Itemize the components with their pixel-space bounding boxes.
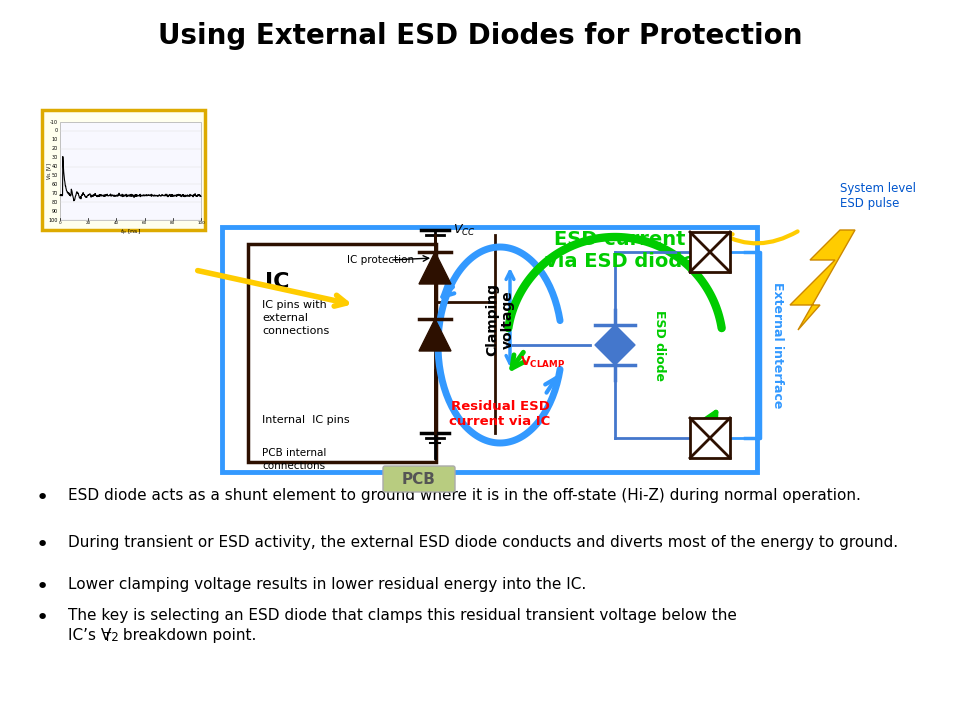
Text: $V_{EL}$ [V]: $V_{EL}$ [V]: [46, 162, 55, 180]
Text: Internal  IC pins: Internal IC pins: [262, 415, 349, 425]
Text: IC pins with
external
connections: IC pins with external connections: [262, 300, 329, 336]
Text: •: •: [36, 535, 49, 555]
Bar: [690, 232, 730, 272]
Text: The key is selecting an ESD diode that clamps this residual transient voltage be: The key is selecting an ESD diode that c…: [68, 608, 737, 623]
Text: Residual ESD
current via IC: Residual ESD current via IC: [449, 400, 551, 428]
Text: Using External ESD Diodes for Protection: Using External ESD Diodes for Protection: [157, 22, 803, 50]
Bar: [248, 244, 436, 462]
Text: PCB internal
connections: PCB internal connections: [262, 448, 326, 471]
Text: •: •: [36, 608, 49, 628]
Text: 0: 0: [59, 221, 61, 225]
Bar: [42, 110, 205, 230]
Text: 60: 60: [52, 182, 58, 187]
Text: 20: 20: [85, 221, 91, 225]
Text: $t_p$ [ns]: $t_p$ [ns]: [119, 228, 140, 238]
Text: •: •: [36, 577, 49, 597]
Polygon shape: [595, 325, 635, 345]
Text: -10: -10: [50, 120, 58, 125]
Text: $V_{CC}$: $V_{CC}$: [453, 222, 476, 238]
Text: IC: IC: [265, 272, 290, 292]
Text: 30: 30: [52, 155, 58, 160]
Polygon shape: [419, 252, 451, 284]
Bar: [60, 122, 201, 220]
Text: Clamping
voltage: Clamping voltage: [485, 284, 516, 356]
Bar: [690, 418, 730, 458]
Polygon shape: [595, 345, 635, 365]
Text: 10: 10: [52, 138, 58, 143]
Text: 80: 80: [170, 221, 176, 225]
Text: 100: 100: [49, 217, 58, 222]
Text: 70: 70: [52, 191, 58, 196]
Text: 40: 40: [52, 164, 58, 169]
Text: External interface: External interface: [772, 282, 784, 408]
Text: ESD diode: ESD diode: [654, 310, 666, 380]
Text: 90: 90: [52, 209, 58, 214]
Text: 20: 20: [52, 146, 58, 151]
Text: 60: 60: [142, 221, 147, 225]
Text: 50: 50: [52, 173, 58, 178]
Text: IC protection: IC protection: [347, 255, 414, 265]
Text: 100: 100: [197, 221, 204, 225]
Text: $\mathbf{V_{CLAMP}}$: $\mathbf{V_{CLAMP}}$: [520, 354, 565, 369]
Text: During transient or ESD activity, the external ESD diode conducts and diverts mo: During transient or ESD activity, the ex…: [68, 535, 899, 550]
Bar: [222, 227, 757, 472]
Text: IC’s V: IC’s V: [68, 628, 111, 643]
Text: 0: 0: [55, 128, 58, 133]
Text: ESD diode acts as a shunt element to ground where it is in the off-state (Hi-Z) : ESD diode acts as a shunt element to gro…: [68, 488, 861, 503]
Text: System level
ESD pulse: System level ESD pulse: [840, 182, 916, 210]
Polygon shape: [790, 230, 855, 330]
Text: Lower clamping voltage results in lower residual energy into the IC.: Lower clamping voltage results in lower …: [68, 577, 587, 592]
FancyBboxPatch shape: [383, 466, 455, 492]
Text: 40: 40: [114, 221, 119, 225]
Polygon shape: [419, 319, 451, 351]
Text: •: •: [36, 488, 49, 508]
Text: breakdown point.: breakdown point.: [118, 628, 256, 643]
Text: PCB: PCB: [402, 472, 436, 487]
Text: T2: T2: [104, 631, 119, 644]
Text: 80: 80: [52, 199, 58, 204]
Text: ESD current
via ESD diode: ESD current via ESD diode: [544, 230, 695, 271]
